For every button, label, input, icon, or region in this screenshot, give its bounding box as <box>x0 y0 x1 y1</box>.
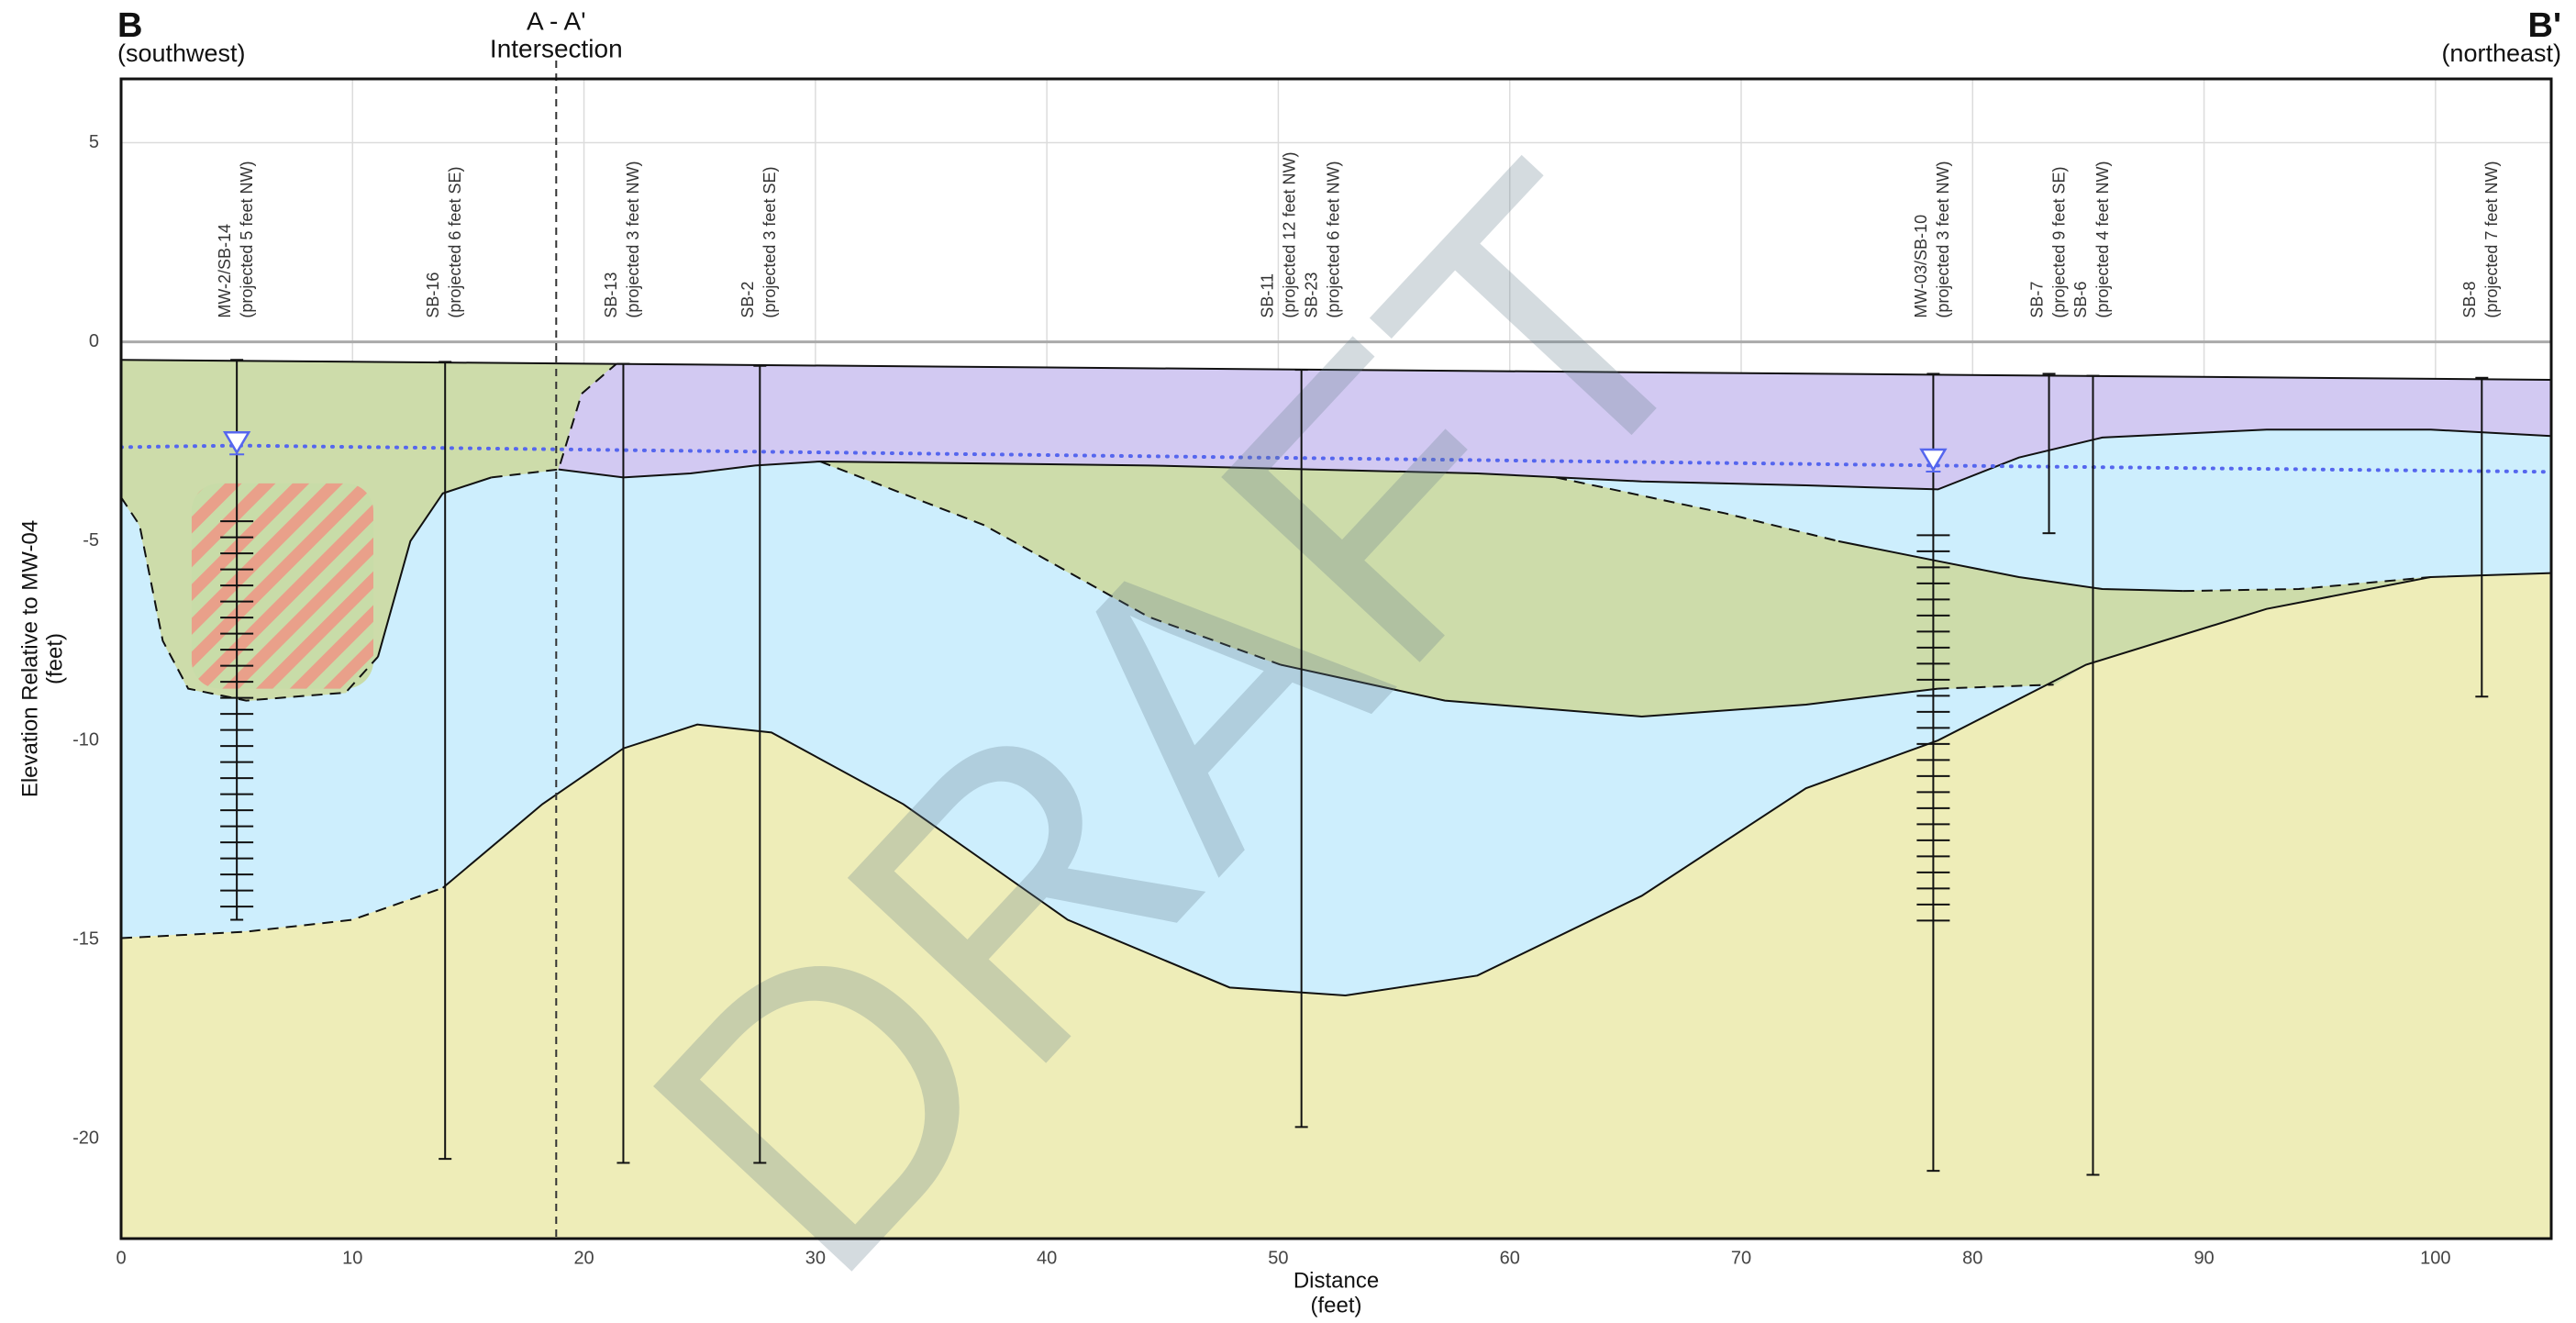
boring-label: (projected 12 feet NW) <box>1280 152 1298 318</box>
boring-label: (projected 6 feet SE) <box>446 167 464 318</box>
x-axis-title: (feet) <box>1310 1293 1361 1317</box>
boring-label: (projected 6 feet NW) <box>1324 161 1342 318</box>
boring-label: SB-13 <box>602 272 620 318</box>
intersection-label: A - A' <box>527 6 586 35</box>
y-tick-label: -10 <box>72 729 99 750</box>
boring-label: SB-8 <box>2460 282 2479 318</box>
x-tick-label: 0 <box>116 1248 126 1268</box>
boring-label: (projected 7 feet NW) <box>2482 161 2501 318</box>
y-tick-label: -20 <box>72 1128 99 1149</box>
x-tick-label: 90 <box>2193 1248 2214 1268</box>
boring-label: SB-11 <box>1258 273 1276 318</box>
y-tick-label: 0 <box>89 331 99 351</box>
chart: B (southwest) B' (northeast) 01020304050… <box>0 0 2576 1323</box>
x-tick-label: 20 <box>573 1248 594 1268</box>
x-tick-label: 10 <box>342 1248 362 1268</box>
x-tick-label: 40 <box>1037 1248 1057 1268</box>
x-tick-label: 100 <box>2420 1248 2450 1268</box>
boring-label: (projected 9 feet SE) <box>2049 167 2068 318</box>
x-axis-title: Distance <box>1294 1268 1379 1293</box>
boring-label: SB-16 <box>424 272 442 318</box>
x-tick-label: 80 <box>1962 1248 1982 1268</box>
boring-label: MW-2/SB-14 <box>216 224 234 318</box>
boring-label: (projected 3 feet NW) <box>624 161 642 318</box>
boring-label: SB-2 <box>738 282 757 318</box>
intersection-label: Intersection <box>490 34 623 62</box>
boring-label: (projected 5 feet NW) <box>238 161 256 318</box>
page: {"chart_data": { "type": "cross-section"… <box>0 0 2576 1323</box>
section-end-direction: (northeast) <box>2441 39 2561 67</box>
boring-label: SB-23 <box>1302 272 1320 318</box>
boring-label: (projected 3 feet NW) <box>1934 161 1952 318</box>
boring-label: (projected 3 feet SE) <box>761 167 779 318</box>
y-axis-title: Elevation Relative to MW-04 <box>17 520 42 797</box>
y-tick-label: 5 <box>89 132 99 152</box>
x-tick-label: 50 <box>1268 1248 1288 1268</box>
y-axis-title: (feet) <box>42 633 67 684</box>
boring-label: MW-03/SB-10 <box>1912 215 1930 318</box>
y-tick-label: -5 <box>83 530 99 550</box>
x-tick-label: 70 <box>1731 1248 1751 1268</box>
x-tick-label: 60 <box>1500 1248 1520 1268</box>
boring-label: SB-6 <box>2071 282 2090 318</box>
hatched-area <box>192 484 373 689</box>
boring-label: SB-7 <box>2027 282 2046 318</box>
y-tick-label: -15 <box>72 929 99 950</box>
boring-label: (projected 4 feet NW) <box>2093 161 2112 318</box>
section-start-direction: (southwest) <box>117 39 246 67</box>
